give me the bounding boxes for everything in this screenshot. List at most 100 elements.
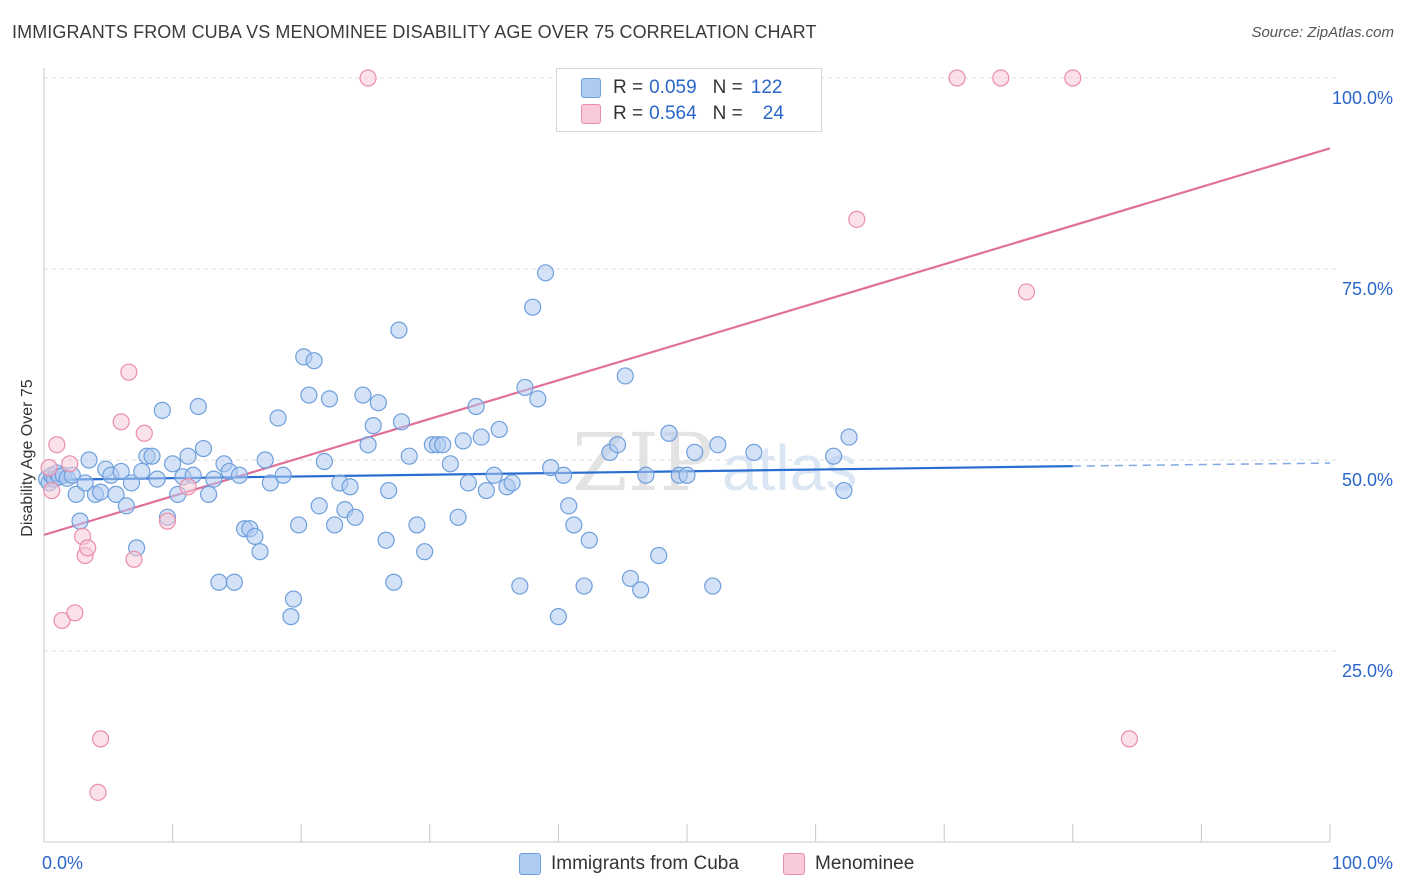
data-point-cuba (189, 397, 207, 416)
data-point-cuba (261, 474, 279, 492)
data-point-cuba (621, 569, 640, 588)
data-point-cuba (91, 483, 110, 501)
data-point-cuba (205, 470, 223, 488)
source-credit: Source: ZipAtlas.com (1251, 24, 1394, 41)
data-point-menominee (89, 783, 107, 801)
data-point-menominee (158, 512, 177, 530)
data-point-cuba (341, 478, 359, 496)
data-point-cuba (143, 447, 161, 465)
data-point-cuba (122, 474, 141, 492)
data-point-cuba (300, 386, 318, 404)
data-point-cuba (210, 573, 228, 591)
data-point-cuba (632, 581, 650, 599)
data-point-cuba (565, 516, 583, 534)
data-point-cuba (503, 474, 521, 492)
data-point-menominee (948, 69, 966, 87)
x-max-label: 100.0% (1332, 853, 1393, 873)
data-point-cuba (511, 577, 529, 595)
data-point-menominee (1120, 730, 1138, 748)
legend-r-value: 0.059 (649, 77, 697, 98)
data-point-cuba (133, 462, 151, 481)
watermark: ZIP atlas (572, 416, 857, 509)
data-point-cuba (485, 466, 503, 484)
stats-legend: R = 0.059 N = 122 R = 0.564 N = 24 (556, 68, 822, 132)
data-point-cuba (390, 321, 408, 339)
data-point-cuba (709, 436, 727, 454)
bottom-legend-menominee: Menominee (783, 851, 914, 877)
data-point-cuba (76, 474, 94, 492)
data-point-menominee (848, 210, 866, 228)
legend-swatch-cuba (581, 78, 601, 98)
data-point-cuba (364, 417, 382, 435)
trend-line-cuba-extension (1072, 462, 1331, 467)
data-point-menominee (359, 69, 377, 87)
y-tick-labels: 100.0% 75.0% 50.0% 25.0% (1332, 88, 1393, 681)
data-point-cuba (112, 462, 130, 481)
data-point-cuba (194, 439, 213, 458)
data-point-menominee (992, 69, 1010, 87)
data-point-cuba (246, 527, 264, 546)
legend-r-value: 0.564 (649, 103, 697, 124)
data-point-cuba (840, 428, 858, 446)
data-point-cuba (310, 497, 328, 515)
data-point-cuba (490, 420, 508, 439)
data-point-cuba (686, 443, 704, 461)
legend-row-menominee: R = 0.564 N = 24 (581, 102, 784, 126)
data-point-cuba (549, 608, 568, 626)
data-point-menominee (1064, 69, 1082, 87)
data-point-cuba (274, 466, 292, 484)
data-point-menominee (1017, 283, 1036, 301)
data-point-cuba (284, 590, 303, 608)
data-point-cuba (392, 413, 411, 431)
watermark-zip: ZIP (572, 416, 713, 509)
data-point-cuba (416, 543, 434, 561)
data-point-menominee (53, 611, 71, 630)
data-point-cuba (164, 455, 182, 473)
data-point-cuba (516, 378, 534, 397)
axes (43, 68, 1331, 843)
legend-swatch-menominee (581, 104, 601, 124)
data-point-cuba (745, 443, 763, 461)
data-point-cuba (369, 394, 387, 412)
data-point-menominee (48, 436, 66, 454)
data-point-cuba (225, 573, 243, 591)
series-cuba-points (37, 264, 858, 626)
data-point-cuba (542, 459, 560, 477)
data-point-cuba (449, 508, 467, 526)
legend-n-label: N = (712, 77, 743, 98)
data-point-cuba (560, 497, 578, 515)
grid-lines (44, 77, 1336, 652)
data-point-cuba (454, 432, 472, 450)
data-point-menominee (125, 550, 143, 568)
data-point-menominee (112, 413, 130, 431)
data-point-cuba (200, 485, 218, 503)
data-point-cuba (179, 447, 197, 465)
data-point-cuba (524, 298, 542, 316)
data-point-menominee (79, 539, 97, 557)
data-point-cuba (256, 451, 274, 469)
data-point-cuba (608, 436, 627, 454)
data-point-cuba (67, 485, 85, 503)
data-point-cuba (320, 390, 339, 408)
data-point-cuba (459, 474, 477, 492)
y-tick-label: 25.0% (1342, 661, 1393, 681)
data-point-cuba (71, 512, 89, 530)
legend-n-value: 24 (762, 103, 784, 124)
data-point-cuba (704, 577, 722, 595)
y-tick-label: 100.0% (1332, 88, 1393, 108)
data-point-menominee (135, 424, 153, 442)
data-point-cuba (529, 390, 547, 408)
data-point-cuba (825, 447, 843, 465)
legend-n-value: 122 (750, 77, 783, 98)
data-point-cuba (385, 573, 403, 591)
data-point-cuba (305, 352, 323, 370)
bottom-legend-swatch-menominee (783, 853, 805, 875)
x-min-label: 0.0% (42, 853, 83, 873)
data-point-cuba (153, 401, 171, 419)
data-point-menominee (40, 459, 58, 477)
data-point-cuba (380, 481, 398, 500)
data-point-cuba (472, 428, 490, 446)
data-point-menominee (120, 363, 138, 381)
data-point-cuba (315, 452, 333, 471)
data-point-cuba (282, 608, 300, 626)
